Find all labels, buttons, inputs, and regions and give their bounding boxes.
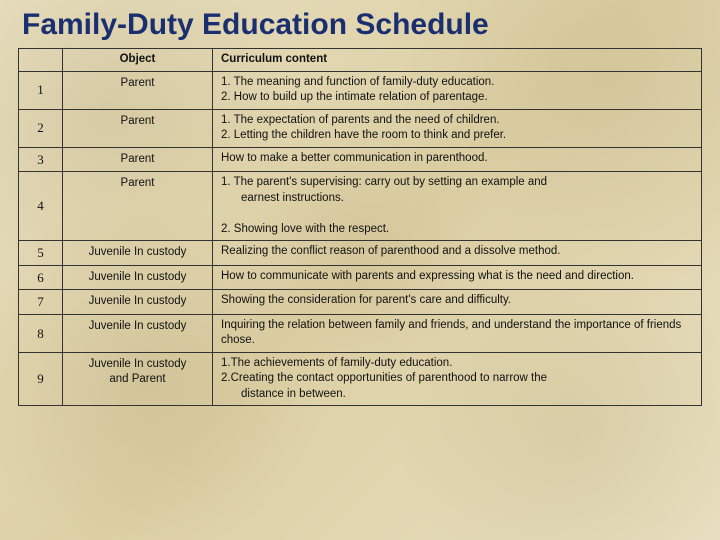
row-object: Juvenile In custody [63, 290, 213, 315]
table-row: 1Parent1. The meaning and function of fa… [19, 71, 702, 109]
col-header-content: Curriculum content [213, 49, 702, 72]
page-title: Family-Duty Education Schedule [18, 8, 702, 42]
row-number: 7 [19, 290, 63, 315]
row-object: Parent [63, 172, 213, 241]
row-number: 9 [19, 352, 63, 406]
row-content: 1. The meaning and function of family-du… [213, 71, 702, 109]
table-body: 1Parent1. The meaning and function of fa… [19, 71, 702, 406]
row-number: 6 [19, 265, 63, 290]
table-row: 5Juvenile In custodyRealizing the confli… [19, 241, 702, 266]
row-content: How to communicate with parents and expr… [213, 265, 702, 290]
table-row: 3ParentHow to make a better communicatio… [19, 147, 702, 172]
row-content: 1. The expectation of parents and the ne… [213, 109, 702, 147]
row-content: Showing the consideration for parent's c… [213, 290, 702, 315]
table-row: 9Juvenile In custodyand Parent1.The achi… [19, 352, 702, 406]
row-object: Juvenile In custody [63, 314, 213, 352]
row-content: 1.The achievements of family-duty educat… [213, 352, 702, 406]
row-object: Juvenile In custodyand Parent [63, 352, 213, 406]
row-object: Parent [63, 71, 213, 109]
table-row: 6Juvenile In custodyHow to communicate w… [19, 265, 702, 290]
table-row: 4Parent1. The parent's supervising: carr… [19, 172, 702, 241]
row-number: 1 [19, 71, 63, 109]
row-content: Inquiring the relation between family an… [213, 314, 702, 352]
col-header-num [19, 49, 63, 72]
table-row: 2Parent1. The expectation of parents and… [19, 109, 702, 147]
row-object: Parent [63, 109, 213, 147]
row-object: Parent [63, 147, 213, 172]
slide: Family-Duty Education Schedule Object Cu… [0, 0, 720, 540]
schedule-table: Object Curriculum content 1Parent1. The … [18, 48, 702, 406]
table-row: 7Juvenile In custodyShowing the consider… [19, 290, 702, 315]
row-content: How to make a better communication in pa… [213, 147, 702, 172]
row-number: 4 [19, 172, 63, 241]
col-header-object: Object [63, 49, 213, 72]
row-number: 5 [19, 241, 63, 266]
table-row: 8Juvenile In custodyInquiring the relati… [19, 314, 702, 352]
row-number: 3 [19, 147, 63, 172]
row-object: Juvenile In custody [63, 265, 213, 290]
row-number: 2 [19, 109, 63, 147]
table-header-row: Object Curriculum content [19, 49, 702, 72]
row-object: Juvenile In custody [63, 241, 213, 266]
row-number: 8 [19, 314, 63, 352]
row-content: Realizing the conflict reason of parenth… [213, 241, 702, 266]
row-content: 1. The parent's supervising: carry out b… [213, 172, 702, 241]
